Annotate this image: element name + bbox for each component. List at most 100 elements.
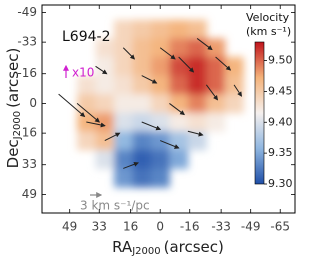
map-cell <box>206 94 226 114</box>
map-cell <box>150 168 170 188</box>
map-cell <box>150 94 170 114</box>
colorbar-tick-label: 9.30 <box>268 177 293 190</box>
x-tick-label: 49 <box>62 220 77 234</box>
map-cell <box>114 168 133 188</box>
map-cell <box>169 149 189 169</box>
map-cell <box>169 112 189 132</box>
chart: L694-2 x10 3 km s⁻¹/pc Velocity (km s⁻¹)… <box>4 4 296 258</box>
map-cell <box>77 75 97 95</box>
map-cell <box>114 112 133 132</box>
map-cell <box>114 19 133 39</box>
map-cell <box>206 57 226 77</box>
map-cell <box>150 19 170 39</box>
x-axis-label: RAJ2000 (arcsec) <box>112 238 224 258</box>
colorbar-tick-label: 9.35 <box>268 146 293 159</box>
map-cell <box>77 131 97 151</box>
x-tick-label: 0 <box>156 220 164 234</box>
vector-arrow <box>178 56 195 73</box>
x-label-sub: J2000 <box>131 246 160 257</box>
vector-arrow <box>160 140 180 149</box>
x-label-unit: (arcsec) <box>164 238 224 256</box>
map-cell <box>114 75 133 95</box>
vector-arrow <box>215 56 232 71</box>
y-tick-label: 16 <box>22 126 37 140</box>
vector-arrow <box>86 121 106 128</box>
vector-arrow <box>141 121 162 131</box>
map-cell <box>114 57 133 77</box>
map-cell <box>114 94 133 114</box>
map-cell <box>224 57 244 77</box>
map-cell <box>187 112 207 132</box>
map-cell <box>150 149 170 169</box>
vector-arrow <box>104 132 121 142</box>
map-cell <box>95 75 115 95</box>
x-tick-label: -33 <box>211 220 231 234</box>
map-cell <box>132 75 152 95</box>
map-cell <box>114 149 133 169</box>
map-cell <box>169 131 189 151</box>
vector-arrow <box>141 75 158 84</box>
map-cell <box>132 38 152 58</box>
vectors <box>58 38 242 169</box>
map-cell <box>169 57 189 77</box>
y-label-main: Dec <box>4 139 22 168</box>
map-cell <box>150 75 170 95</box>
colorbar-tick-label: 9.40 <box>268 115 293 128</box>
x-tick-label: -49 <box>241 220 261 234</box>
colorbar-tick-label: 9.45 <box>268 84 293 97</box>
map-cell <box>169 75 189 95</box>
vector-arrow <box>196 38 213 51</box>
plot-frame <box>41 4 296 214</box>
vector-arrow <box>233 84 242 97</box>
map-cell <box>132 131 152 151</box>
vector-arrow <box>159 47 176 60</box>
map-cell <box>150 112 170 132</box>
map-cell <box>187 57 207 77</box>
y-tick-label: -16 <box>17 66 37 80</box>
scale-factor: x10 <box>72 66 94 80</box>
vector-arrow <box>123 161 139 169</box>
y-axis-label: DecJ2000 (arcsec) <box>4 48 24 169</box>
map-cell <box>132 168 152 188</box>
vector-arrow <box>169 103 185 116</box>
map-cell <box>169 94 189 114</box>
map-cell <box>150 57 170 77</box>
map-cell <box>95 112 115 132</box>
x-tick-label: 16 <box>123 220 138 234</box>
map-cell <box>77 94 97 114</box>
colorbar-tick-label: 9.50 <box>268 54 293 67</box>
y-tick-label: 49 <box>22 187 37 201</box>
vector-arrow <box>122 47 136 60</box>
map-cell <box>132 19 152 39</box>
vector-arrow <box>76 103 101 123</box>
map-cell <box>206 75 226 95</box>
map-cell <box>95 149 115 169</box>
vector-arrow <box>95 65 108 75</box>
map-cell <box>169 38 189 58</box>
colorbar <box>254 41 265 185</box>
y-tick-label: 0 <box>29 96 37 110</box>
y-tick-label: -33 <box>17 35 37 49</box>
velocity-map <box>77 19 244 188</box>
map-cell <box>206 38 226 58</box>
vector-arrow <box>187 130 204 137</box>
chart-title: L694-2 <box>62 29 110 45</box>
y-tick-label: -49 <box>17 5 37 19</box>
map-cell <box>95 57 115 77</box>
scale-label: 3 km s⁻¹/pc <box>80 199 150 213</box>
map-cell <box>95 94 115 114</box>
map-cell <box>206 112 226 132</box>
map-cell <box>95 38 115 58</box>
vector-arrow <box>205 84 219 101</box>
y-tick-label: 33 <box>22 157 37 171</box>
y-label-sub: J2000 <box>12 111 23 140</box>
x-label-main: RA <box>112 238 133 256</box>
colorbar-unit: (km s⁻¹) <box>246 25 291 38</box>
map-cell <box>132 149 152 169</box>
map-cell <box>132 94 152 114</box>
map-cell <box>169 19 189 39</box>
map-cell <box>187 38 207 58</box>
map-cell <box>132 57 152 77</box>
map-cell <box>187 19 207 39</box>
vector-arrow <box>58 93 86 118</box>
